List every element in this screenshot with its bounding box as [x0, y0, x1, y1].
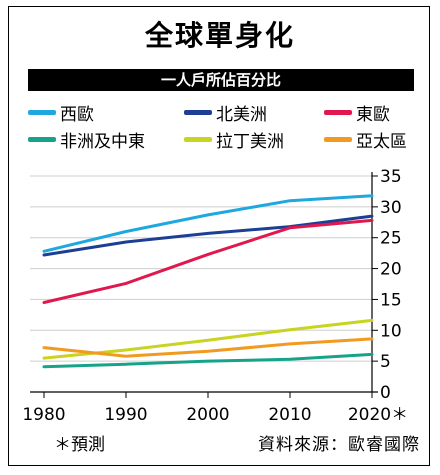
legend-swatch [28, 110, 56, 115]
legend-label: 北美洲 [216, 105, 267, 125]
series-line [42, 337, 374, 358]
y-tick-label: 5 [380, 352, 391, 372]
series-line [42, 214, 374, 257]
series-line [42, 194, 374, 253]
y-tick-label: 30 [380, 198, 402, 218]
legend-item-asia-pacific: 亞太區 [324, 127, 407, 152]
legend-label: 亞太區 [356, 132, 407, 152]
x-tick-label: 1990 [104, 405, 147, 425]
y-tick-label: 10 [380, 321, 402, 341]
y-tick-label: 0 [380, 383, 391, 403]
legend-label: 拉丁美洲 [216, 132, 284, 152]
chart-subtitle: 一人戶所佔百分比 [28, 69, 414, 91]
series-line [42, 218, 374, 304]
legend-item-africa-middle-east: 非洲及中東 [28, 127, 145, 152]
x-tick-label: 1980 [22, 405, 65, 425]
x-tick-label: 2010 [268, 405, 311, 425]
legend-item-latin-america: 拉丁美洲 [184, 127, 284, 152]
y-tick-label: 20 [380, 260, 402, 280]
source-credit: 資料來源：歐睿國際 [258, 435, 420, 455]
x-tick-label: 2020＊ [348, 405, 408, 425]
legend-swatch [184, 110, 212, 115]
legend-item-western-europe: 西歐 [28, 100, 94, 125]
y-tick-label: 15 [380, 290, 402, 310]
y-tick-label: 25 [380, 229, 402, 249]
legend-swatch [184, 137, 212, 142]
legend-label: 非洲及中東 [60, 132, 145, 152]
legend-swatch [324, 110, 352, 115]
legend-item-north-america: 北美洲 [184, 100, 267, 125]
chart-title: 全球單身化 [144, 19, 295, 52]
forecast-note: ＊預測 [54, 435, 105, 455]
legend-swatch [324, 137, 352, 142]
legend-item-eastern-europe: 東歐 [324, 100, 390, 125]
x-tick-label: 2000 [186, 405, 229, 425]
y-tick-label: 35 [380, 167, 402, 187]
series-line [42, 352, 374, 369]
legend-swatch [28, 137, 56, 142]
legend-label: 東歐 [356, 105, 390, 125]
legend-label: 西歐 [60, 105, 94, 125]
